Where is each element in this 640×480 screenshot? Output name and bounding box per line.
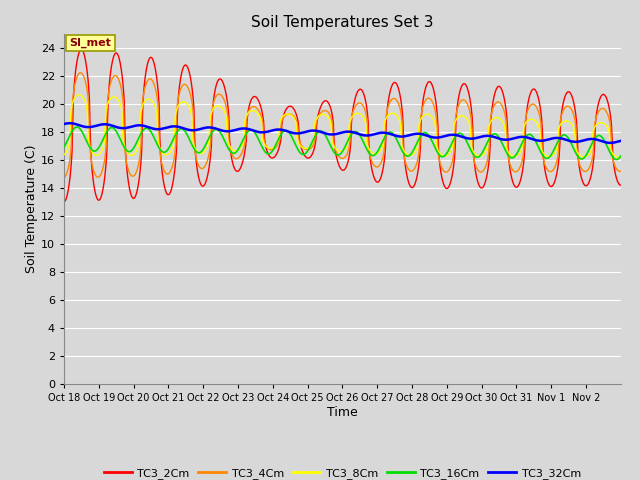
X-axis label: Time: Time [327, 406, 358, 419]
Text: SI_met: SI_met [70, 38, 111, 48]
Legend: TC3_2Cm, TC3_4Cm, TC3_8Cm, TC3_16Cm, TC3_32Cm: TC3_2Cm, TC3_4Cm, TC3_8Cm, TC3_16Cm, TC3… [99, 464, 586, 480]
Y-axis label: Soil Temperature (C): Soil Temperature (C) [25, 144, 38, 273]
Title: Soil Temperatures Set 3: Soil Temperatures Set 3 [251, 15, 434, 30]
